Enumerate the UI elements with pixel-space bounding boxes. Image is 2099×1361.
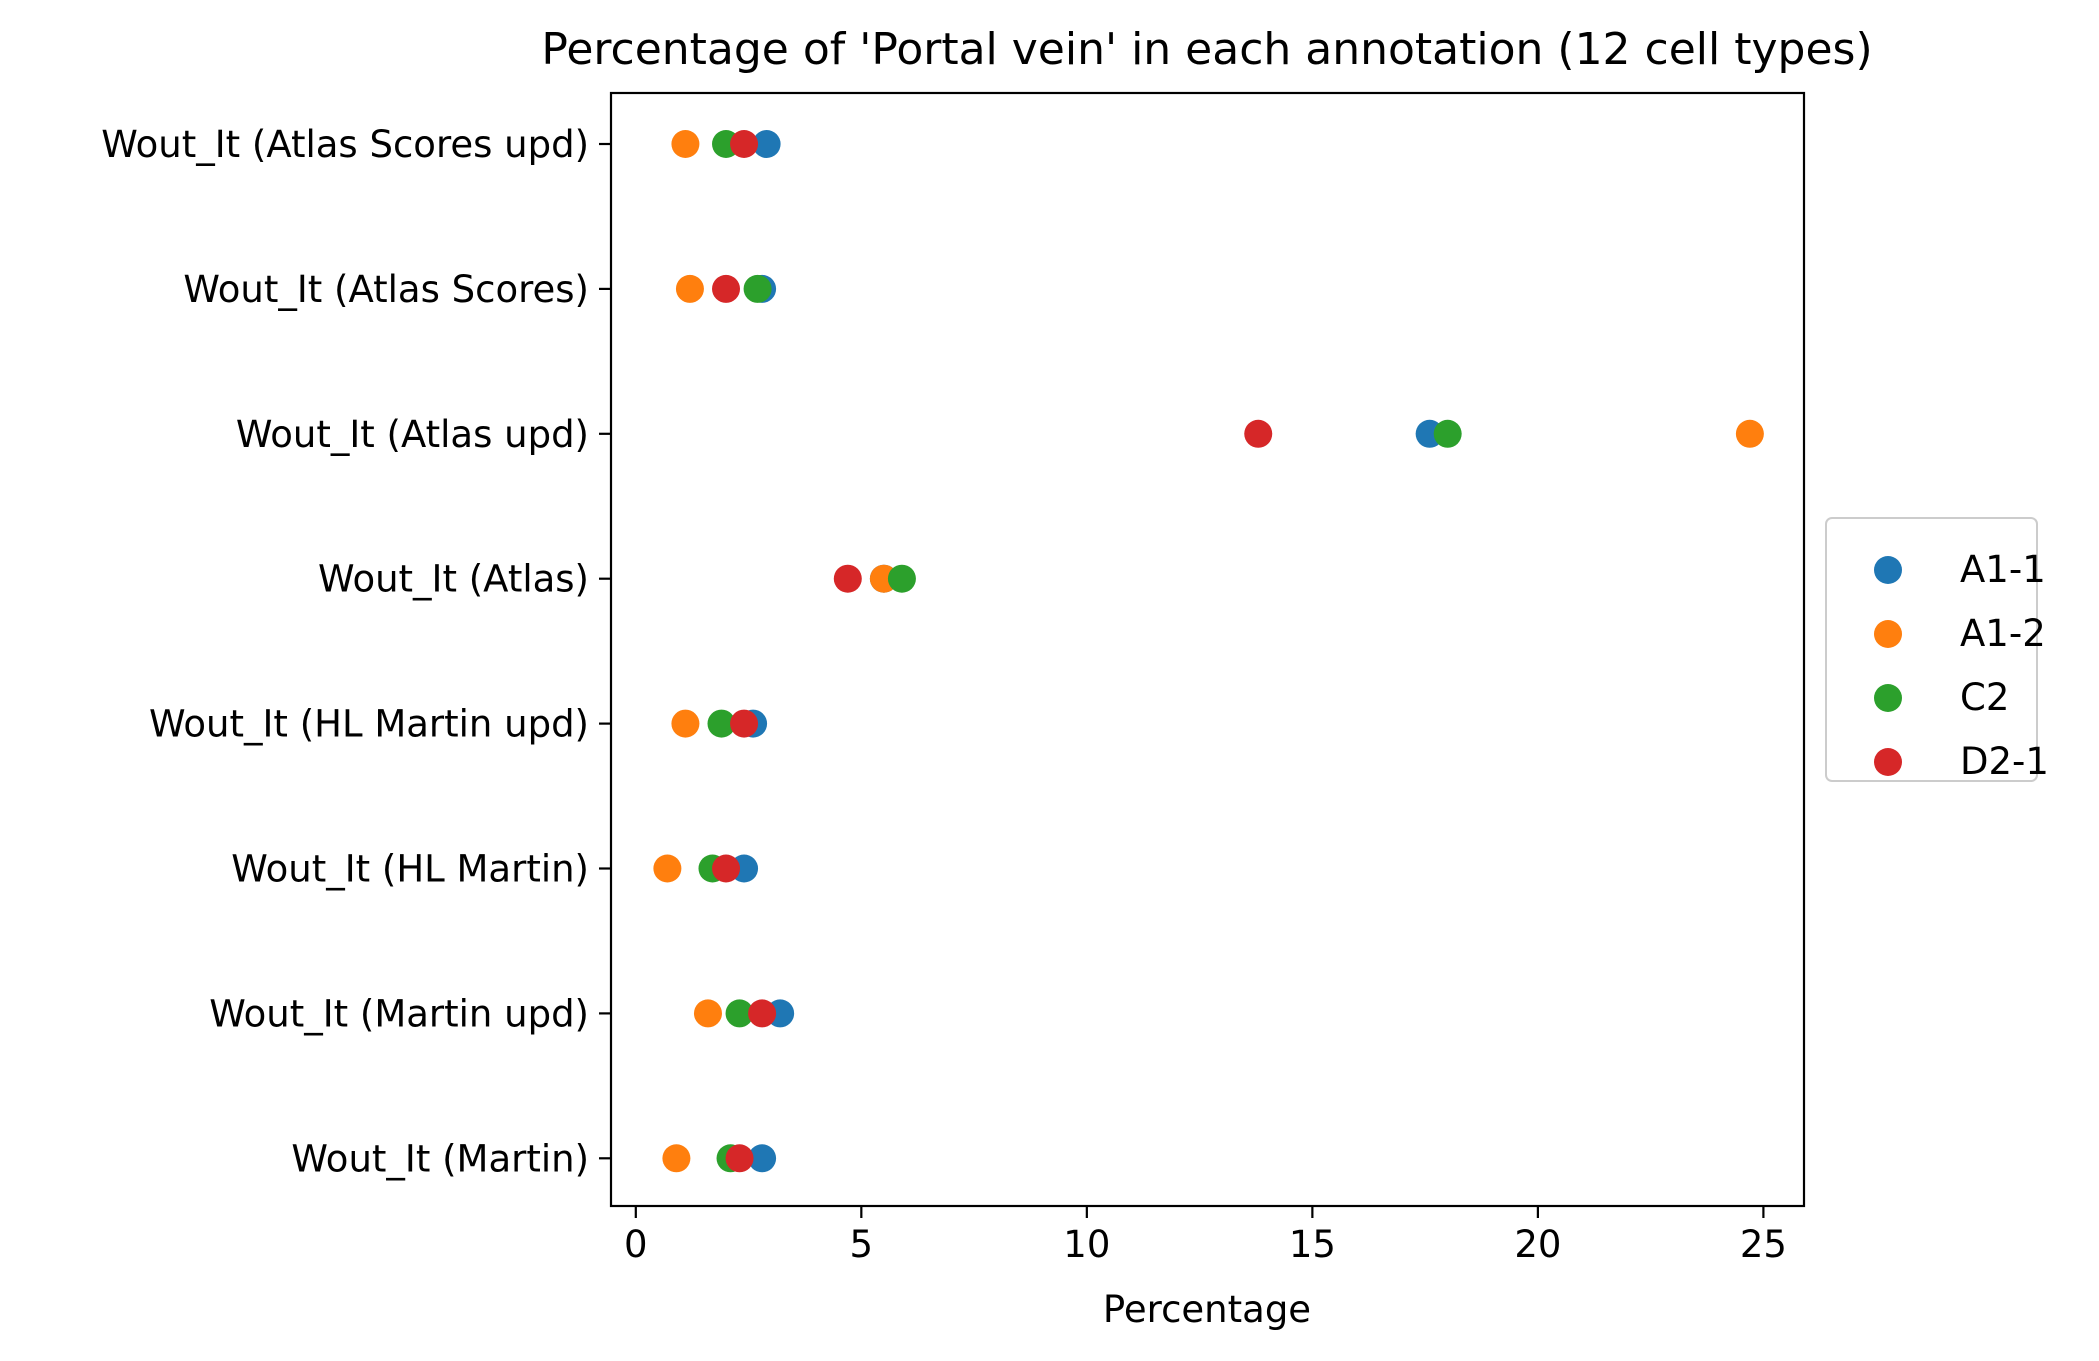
legend-label: D2-1 xyxy=(1960,740,2049,783)
data-point-c2 xyxy=(743,274,772,303)
y-tick-label: Wout_It (Atlas Scores upd) xyxy=(101,123,589,166)
data-point-c2 xyxy=(1433,419,1462,448)
legend-box xyxy=(1825,517,2038,782)
x-tick-label: 0 xyxy=(624,1223,648,1266)
y-tick-label: Wout_It (Atlas upd) xyxy=(236,413,589,456)
x-axis-label: Percentage xyxy=(1103,1288,1311,1331)
data-point-d2-1 xyxy=(833,564,862,593)
data-point-d2-1 xyxy=(748,999,777,1028)
data-point-a1-1 xyxy=(748,1144,777,1173)
data-point-c2 xyxy=(887,564,916,593)
x-tick-label: 10 xyxy=(1063,1223,1110,1266)
data-point-a1-2 xyxy=(671,130,700,158)
legend-label: A1-1 xyxy=(1960,548,2046,591)
data-point-a1-2 xyxy=(693,999,722,1028)
x-tick-label: 20 xyxy=(1514,1223,1561,1266)
data-point-c2 xyxy=(725,999,754,1028)
plot-frame xyxy=(609,91,1806,1208)
y-tick-label: Wout_It (Martin) xyxy=(291,1137,589,1180)
legend-marker xyxy=(1874,684,1902,712)
data-point-a1-2 xyxy=(675,274,704,303)
plot-area: 0 5 10 15 20 25 Wout_It (Atlas Scores upd) Wout… xyxy=(101,91,1806,1266)
data-point-a1-2 xyxy=(653,854,682,883)
y-tick-label: Wout_It (HL Martin) xyxy=(231,848,589,891)
data-point-a1-1 xyxy=(752,130,781,158)
data-point-d2-1 xyxy=(712,854,741,883)
legend-marker xyxy=(1874,556,1902,584)
chart-title: Percentage of 'Portal vein' in each anno… xyxy=(541,24,1872,75)
x-tick-label: 5 xyxy=(850,1223,874,1266)
x-tick-label: 15 xyxy=(1289,1223,1336,1266)
legend-marker xyxy=(1874,620,1902,648)
data-point-d2-1 xyxy=(1244,419,1273,448)
y-tick-label: Wout_It (HL Martin upd) xyxy=(149,703,589,746)
data-point-c2 xyxy=(707,709,736,738)
legend-label: C2 xyxy=(1960,676,2009,719)
data-point-d2-1 xyxy=(725,1144,754,1173)
data-point-d2-1 xyxy=(730,130,759,158)
y-tick-label: Wout_It (Atlas Scores) xyxy=(183,268,589,311)
data-point-a1-2 xyxy=(1735,419,1764,448)
legend-label: A1-2 xyxy=(1960,612,2046,655)
x-tick-label: 25 xyxy=(1740,1223,1787,1266)
data-point-a1-2 xyxy=(671,709,700,738)
legend-marker xyxy=(1874,748,1902,776)
data-point-d2-1 xyxy=(730,709,759,738)
y-tick-label: Wout_It (Atlas) xyxy=(318,558,589,601)
data-point-a1-2 xyxy=(662,1144,691,1173)
data-point-d2-1 xyxy=(712,274,741,303)
y-tick-label: Wout_It (Martin upd) xyxy=(209,992,589,1035)
legend: A1-1 A1-2 C2 D2-1 xyxy=(1825,517,2049,783)
